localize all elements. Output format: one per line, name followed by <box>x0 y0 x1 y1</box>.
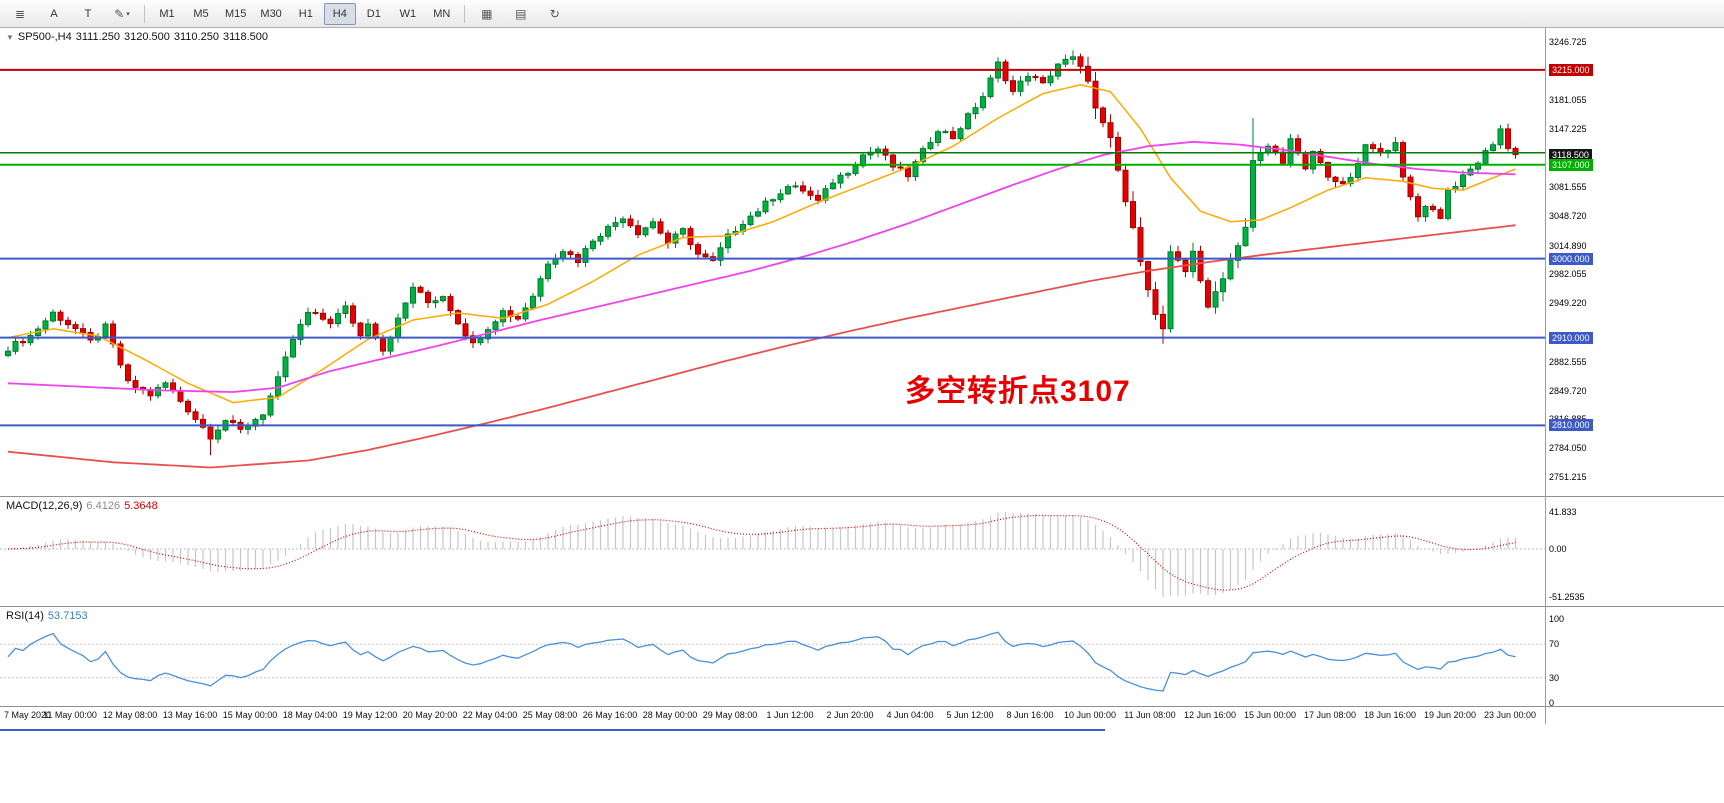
price-label-2751-215: 2751.215 <box>1549 472 1587 482</box>
ohlc-open: 3111.250 <box>75 31 120 43</box>
rsi-scale-label: 100 <box>1549 614 1565 624</box>
refresh-icon[interactable]: ↻ <box>549 6 560 21</box>
time-label: 13 May 16:00 <box>162 710 218 720</box>
charts-bar-icon[interactable]: ≣ <box>14 6 26 21</box>
macd-panel: MACD(12,26,9) 6.4126 5.3648 41.833 0.00 -51.… <box>0 497 1724 607</box>
time-label: 11 May 00:00 <box>43 710 97 720</box>
macd-title: MACD(12,26,9) 6.4126 5.3648 <box>6 500 162 512</box>
toolbar-separator <box>463 4 465 23</box>
rsi-value: 53.7153 <box>47 610 88 622</box>
time-label: 20 May 20:00 <box>402 710 458 720</box>
scale-separator <box>1545 28 1546 724</box>
bottom-strip <box>0 724 1724 803</box>
price-label-3118-500: 3118.500 <box>1549 149 1592 161</box>
timeframe-d1[interactable]: D1 <box>366 7 381 20</box>
price-label-2849-720: 2849.720 <box>1549 386 1587 396</box>
price-label-3081-555: 3081.555 <box>1549 182 1587 192</box>
time-label: 18 Jun 16:00 <box>1363 710 1417 720</box>
timeframe-m30[interactable]: M30 <box>260 7 282 20</box>
time-label: 28 May 00:00 <box>642 710 698 720</box>
time-label: 17 Jun 08:00 <box>1303 710 1357 720</box>
bottom-blue-line <box>0 729 1105 731</box>
timeframe-m1[interactable]: M1 <box>159 7 175 20</box>
tile-windows-icon[interactable]: ▦ <box>481 6 493 21</box>
price-label-2882-555: 2882.555 <box>1549 357 1587 367</box>
time-label: 1 Jun 12:00 <box>766 710 814 720</box>
time-label: 26 May 16:00 <box>582 710 638 720</box>
top-toolbar: ≣ A T ✎ ▾ M1 M5 M15 M30 H1 H4 D1 W1 MN ▦ ▤ ↻ <box>0 0 1724 28</box>
price-label-2784-050: 2784.050 <box>1549 443 1587 453</box>
macd-scale-label: 41.833 <box>1549 507 1577 517</box>
rsi-scale-label: 30 <box>1549 673 1560 683</box>
timeframe-mn[interactable]: MN <box>433 7 451 20</box>
time-label: 19 May 12:00 <box>342 710 398 720</box>
rsi-label: RSI(14) <box>6 610 44 622</box>
time-label: 4 Jun 04:00 <box>886 710 934 720</box>
price-label-3000-000: 3000.000 <box>1549 253 1593 265</box>
symbol-timeframe: SP500-,H4 <box>17 31 72 43</box>
time-label: 15 May 00:00 <box>222 710 278 720</box>
arrow-tool-button[interactable]: A <box>50 7 58 20</box>
price-label-2949-220: 2949.220 <box>1549 298 1587 308</box>
rsi-scale-label: 70 <box>1549 639 1560 649</box>
time-label: 19 Jun 20:00 <box>1423 710 1477 720</box>
timeframe-h1[interactable]: H1 <box>298 7 313 20</box>
time-label: 11 Jun 08:00 <box>1124 710 1176 720</box>
time-label: 5 Jun 12:00 <box>946 710 994 720</box>
text-annotation[interactable]: 多空转折点3107 <box>905 375 1131 408</box>
time-label: 29 May 08:00 <box>702 710 758 720</box>
time-label: 23 Jun 00:00 <box>1483 710 1537 720</box>
macd-label: MACD(12,26,9) <box>6 500 83 512</box>
price-label-3246-725: 3246.725 <box>1549 37 1587 47</box>
main-chart-panel: ▼ SP500-,H4 3111.250 3120.500 3110.250 3118.5… <box>0 28 1724 497</box>
ohlc-close: 3118.500 <box>222 31 269 43</box>
time-axis[interactable]: 7 May 2020 11 May 00:00 12 May 08:00 13 May… <box>0 707 1724 724</box>
time-label: 15 Jun 00:00 <box>1243 710 1297 720</box>
time-label: 12 Jun 16:00 <box>1183 710 1237 720</box>
draw-tool-button[interactable]: ✎ ▾ <box>114 6 130 21</box>
text-tool-button[interactable]: T <box>84 7 92 20</box>
timeframe-m5[interactable]: M5 <box>193 7 209 20</box>
price-label-3181-055: 3181.055 <box>1549 95 1587 105</box>
price-label-3147-225: 3147.225 <box>1549 124 1587 134</box>
timeframe-m15[interactable]: M15 <box>225 7 247 20</box>
time-label: 10 Jun 00:00 <box>1063 710 1117 720</box>
timeframe-w1[interactable]: W1 <box>399 7 417 20</box>
macd-scale-label: -51.2535 <box>1549 592 1585 602</box>
price-label-3107-000: 3107.000 <box>1549 159 1593 171</box>
time-label: 25 May 08:00 <box>522 710 578 720</box>
price-label-3048-720: 3048.720 <box>1549 211 1587 221</box>
macd-main-value: 6.4126 <box>86 500 121 512</box>
rsi-title: RSI(14) 53.7153 <box>6 610 92 622</box>
rsi-scale-label: 0 <box>1549 698 1555 708</box>
price-label-3215-000: 3215.000 <box>1549 64 1593 76</box>
price-label-2982-055: 2982.055 <box>1549 269 1587 279</box>
ohlc-high: 3120.500 <box>123 31 170 43</box>
time-label: 2 Jun 20:00 <box>826 710 874 720</box>
time-label: 8 Jun 16:00 <box>1006 710 1054 720</box>
price-label-3014-890: 3014.890 <box>1549 241 1587 251</box>
toolbar-separator <box>144 4 145 23</box>
price-label-2910-000: 2910.000 <box>1549 332 1593 344</box>
time-label: 22 May 04:00 <box>462 710 518 720</box>
rsi-panel: RSI(14) 53.7153 100 70 30 0 <box>0 607 1724 708</box>
time-label: 18 May 04:00 <box>282 710 338 720</box>
chart-title: ▼ SP500-,H4 3111.250 3120.500 3110.250 3118.5… <box>6 31 272 43</box>
window-list-icon[interactable]: ▤ <box>515 6 527 21</box>
price-label-2810-000: 2810.000 <box>1549 419 1593 431</box>
macd-scale-label: 0.00 <box>1549 544 1567 554</box>
ohlc-low: 3110.250 <box>173 31 219 43</box>
collapse-arrow-icon[interactable]: ▼ <box>6 33 14 42</box>
timeframe-h4[interactable]: H4 <box>323 2 356 25</box>
chart-canvas[interactable] <box>0 28 1545 496</box>
time-label: 12 May 08:00 <box>102 710 158 720</box>
macd-canvas[interactable] <box>0 497 1545 606</box>
macd-signal-value: 5.3648 <box>124 500 158 512</box>
time-label: 7 May 2020 <box>4 710 52 720</box>
rsi-canvas[interactable] <box>0 607 1545 706</box>
